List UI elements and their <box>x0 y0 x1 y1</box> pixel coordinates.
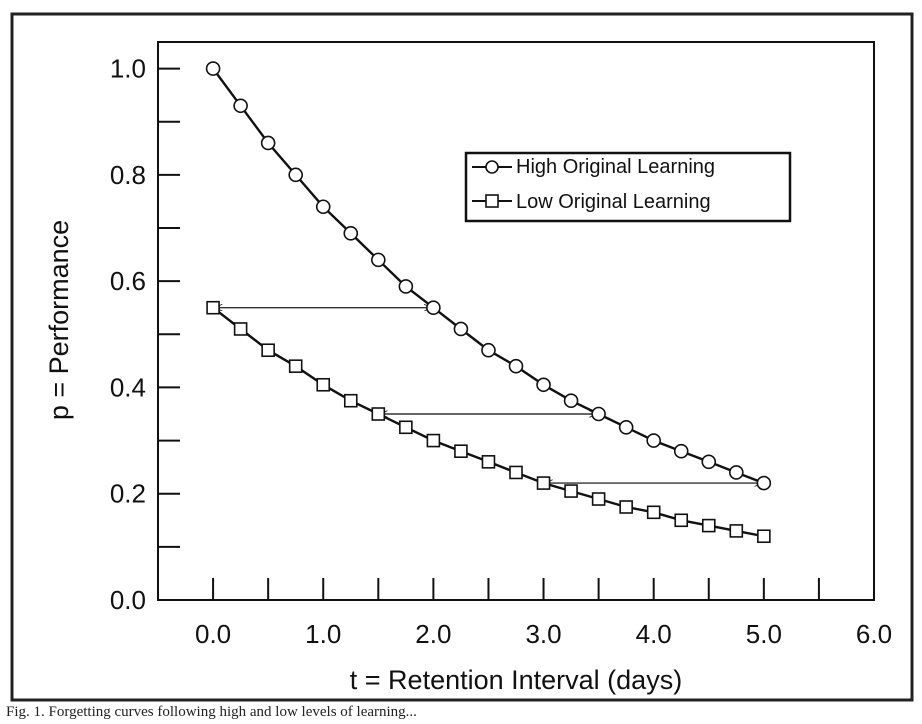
data-point-high <box>591 406 606 422</box>
data-point-low <box>233 322 248 336</box>
figure-frame <box>10 12 914 702</box>
y-tick-label: 1.0 <box>110 54 146 84</box>
data-point-high <box>453 321 469 337</box>
data-point-high <box>315 199 331 215</box>
data-point-low <box>509 465 523 480</box>
legend-box <box>464 151 792 223</box>
data-point-low <box>343 393 358 408</box>
data-point-low <box>564 484 578 498</box>
y-tick-label: 0.2 <box>110 479 146 509</box>
data-point-high <box>205 61 221 76</box>
data-point-low <box>481 455 496 469</box>
x-tick-label: 3.0 <box>525 619 561 649</box>
data-point-high <box>426 300 441 316</box>
data-point-low <box>729 524 744 538</box>
x-tick-label: 6.0 <box>856 619 892 649</box>
data-point-high <box>260 135 276 151</box>
data-point-high <box>343 226 359 241</box>
x-tick-label: 5.0 <box>746 619 782 649</box>
data-point-low <box>206 300 220 315</box>
data-point-low <box>591 492 606 506</box>
data-point-high <box>646 433 661 448</box>
data-point-low <box>316 377 331 392</box>
data-point-low <box>674 513 689 528</box>
data-point-low <box>426 433 441 448</box>
annotation-arrows <box>216 308 761 483</box>
data-point-high <box>756 475 772 491</box>
plot-area <box>157 41 875 601</box>
series-line-low <box>212 306 765 538</box>
data-point-low <box>757 529 771 544</box>
y-tick-label: 0.6 <box>110 266 146 296</box>
data-point-high <box>233 98 248 114</box>
series-line-high <box>212 67 765 485</box>
data-point-high <box>508 358 524 374</box>
data-point-low <box>399 420 413 435</box>
data-point-high <box>371 252 386 268</box>
data-point-high <box>536 377 551 393</box>
data-point-high <box>729 465 744 480</box>
data-point-high <box>288 167 303 183</box>
y-axis-label: p = Performance <box>44 220 74 420</box>
legend: High Original Learning Low Original Lear… <box>464 151 792 223</box>
legend-label-low: Low Original Learning <box>516 191 711 213</box>
data-point-low <box>646 505 661 520</box>
data-point-high <box>398 279 414 294</box>
data-point-low <box>261 343 275 358</box>
x-tick-label: 2.0 <box>415 619 451 649</box>
y-tick-label: 0.0 <box>110 585 146 615</box>
data-point-high <box>618 419 634 435</box>
data-point-low <box>371 407 386 421</box>
x-tick-label: 0.0 <box>195 619 231 649</box>
data-point-low <box>536 476 551 490</box>
data-point-high <box>563 393 579 409</box>
series-markers <box>205 61 772 544</box>
data-point-high <box>481 342 496 358</box>
data-point-low <box>701 518 716 533</box>
legend-label-high: High Original Learning <box>516 156 715 178</box>
x-tick-label: 4.0 <box>636 619 672 649</box>
axis-ticks <box>158 67 875 601</box>
data-point-low <box>454 444 468 459</box>
y-tick-label: 0.8 <box>110 160 146 190</box>
figure-caption: Fig. 1. Forgetting curves following high… <box>6 704 417 720</box>
data-point-low <box>619 500 633 514</box>
data-point-high <box>673 443 689 459</box>
axis-tick-labels: 0.0 1.0 2.0 3.0 4.0 5.0 6.0 0.0 0.2 0.4 0.6 0.8 1.0 <box>110 54 892 649</box>
x-tick-label: 1.0 <box>305 619 341 649</box>
data-point-high <box>701 454 717 470</box>
legend-marker-low <box>485 194 499 208</box>
legend-marker-high <box>485 160 499 174</box>
data-point-low <box>288 359 303 373</box>
x-axis-label: t = Retention Interval (days) <box>350 665 682 695</box>
y-tick-label: 0.4 <box>110 372 146 402</box>
